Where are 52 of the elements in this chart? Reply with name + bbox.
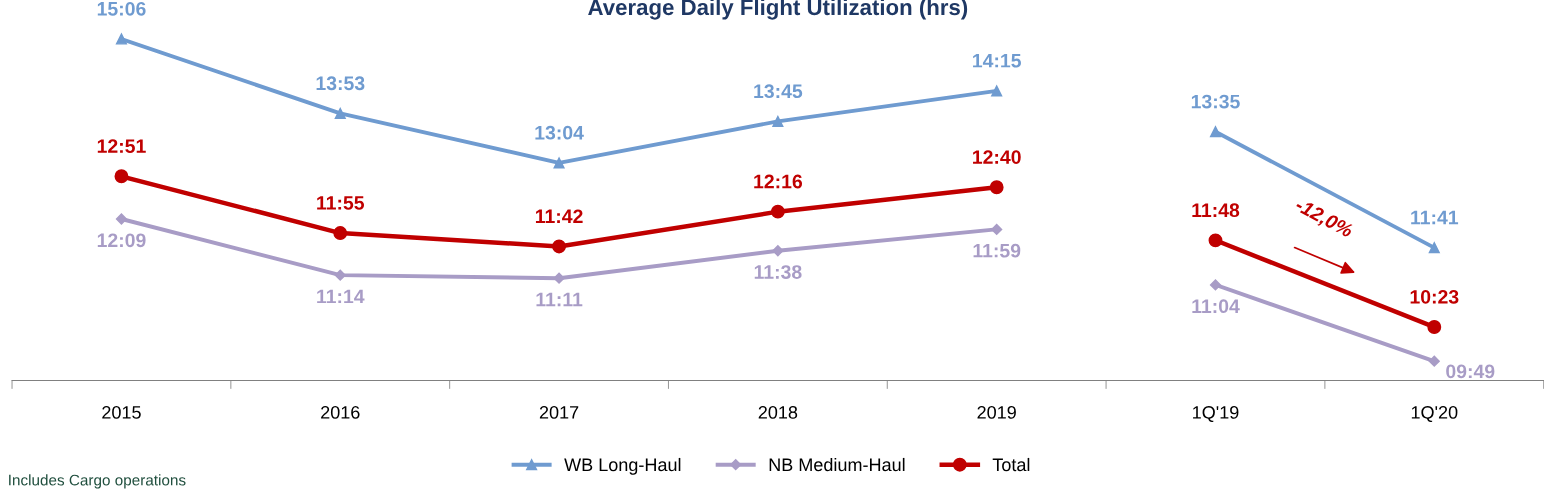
data-label: 11:59 — [973, 243, 1021, 258]
point — [115, 33, 128, 45]
data-label: 10:23 — [1410, 289, 1459, 304]
point — [991, 223, 1003, 235]
data-label: 11:41 — [1411, 210, 1459, 225]
x-tick-label: 2016 — [321, 406, 360, 419]
data-label: 13:53 — [316, 76, 365, 91]
data-label: 11:55 — [317, 196, 365, 210]
data-label: 13:04 — [535, 125, 584, 140]
data-label: 09:49 — [1446, 364, 1495, 379]
point — [1428, 355, 1440, 367]
data-label: 11:11 — [536, 292, 583, 307]
point — [770, 204, 785, 219]
point — [1428, 242, 1440, 254]
text: Includes Cargo operations — [9, 474, 186, 489]
point — [334, 107, 346, 119]
data-label: 13:45 — [754, 84, 803, 99]
point — [772, 245, 784, 257]
point — [115, 213, 128, 225]
point — [114, 169, 129, 184]
point — [334, 269, 346, 281]
legend-label: NB Medium-Haul — [769, 457, 905, 472]
data-label: 11:38 — [754, 265, 802, 279]
point — [772, 115, 784, 127]
data-label: 15:06 — [97, 1, 146, 16]
point — [1208, 233, 1223, 248]
point — [552, 239, 567, 254]
x-tick-label: 1Q'19 — [1193, 406, 1239, 423]
data-label: 11:42 — [535, 209, 583, 223]
data-label: 12:51 — [97, 139, 146, 153]
data-label: 11:14 — [317, 289, 365, 304]
point — [1209, 279, 1222, 291]
x-tick-label: 2017 — [539, 406, 579, 419]
point — [333, 226, 348, 240]
x-tick-label: 2019 — [977, 406, 1016, 419]
point — [989, 180, 1004, 195]
point — [553, 157, 565, 169]
data-label: 12:40 — [973, 150, 1021, 164]
data-label: 14:15 — [973, 53, 1021, 68]
x-tick-label: 1Q'20 — [1411, 406, 1458, 423]
point — [1427, 320, 1442, 334]
legend-label: WB Long-Haul — [564, 457, 681, 475]
data-label: 12:09 — [97, 233, 146, 248]
point — [991, 85, 1003, 97]
x-tick-label: 2015 — [102, 406, 141, 419]
point — [1209, 126, 1222, 138]
x-tick-label: 2018 — [758, 406, 798, 419]
data-label: 13:35 — [1191, 94, 1240, 109]
legend-label: Total — [992, 457, 1030, 472]
data-label: 11:48 — [1192, 203, 1240, 218]
data-label: 12:16 — [754, 174, 803, 189]
data-label: 11:04 — [1192, 299, 1240, 314]
